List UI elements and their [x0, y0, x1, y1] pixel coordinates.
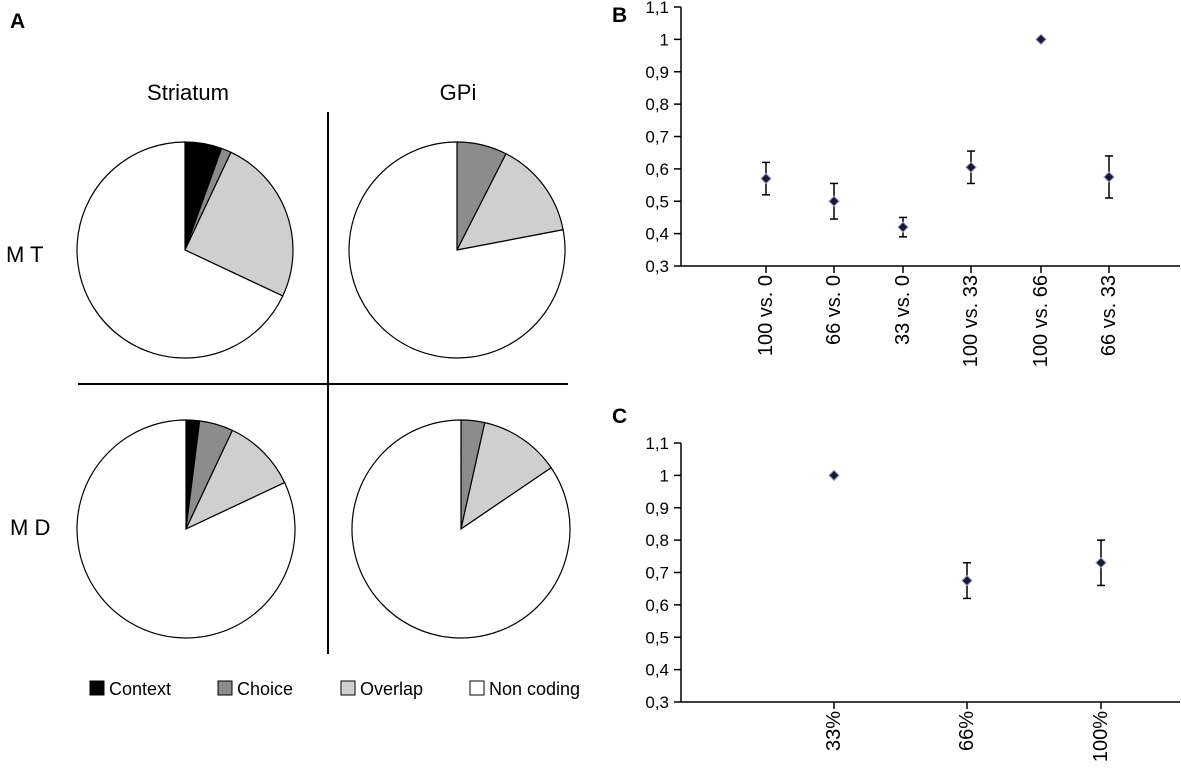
chart-b-category-label: 66 vs. 0 [823, 275, 845, 345]
pie-slice-overlap [460, 421, 552, 531]
chart-c-y-tick-label: 0,4 [645, 661, 669, 680]
chart-b-point [828, 195, 840, 207]
chart-b-category-label: 66 vs. 33 [1098, 275, 1120, 356]
pie-chart-striatum-mt [76, 141, 294, 359]
pie-chart-striatum-md [76, 419, 296, 639]
chart-c-y-tick-label: 0,8 [645, 531, 669, 550]
panel-letter-c: C [612, 405, 627, 428]
chart-c-point [961, 574, 973, 587]
pie-chart-gpi-mt [348, 141, 566, 359]
legend-swatch-choice [217, 680, 233, 696]
chart-c-category-label: 33% [823, 711, 845, 751]
pie-row-label-mt: M T [6, 242, 43, 267]
chart-c-y-tick-label: 0,6 [645, 596, 669, 615]
pie-column-title-gpi: GPi [440, 80, 477, 105]
chart-c-y-tick-label: 1,1 [645, 434, 669, 453]
pie-slice-non-coding [351, 419, 571, 639]
chart-b-y-tick-label: 0,5 [645, 192, 669, 211]
chart-c-y-tick-label: 0,5 [645, 628, 669, 647]
legend-label-choice: Choice [237, 679, 293, 699]
chart-c-point [1095, 557, 1107, 569]
chart-b-y-tick-label: 1 [660, 30, 669, 49]
pie-chart-gpi-md [351, 419, 571, 639]
chart-c-y-tick-label: 0,9 [645, 499, 669, 518]
pie-slice-non-coding [76, 419, 296, 639]
panel-letter-b: B [612, 4, 627, 27]
chart-b-y-tick-label: 0,7 [645, 128, 669, 147]
chart-c-category-label: 66% [956, 711, 978, 751]
pie-slice-overlap [184, 429, 286, 531]
chart-b-y-tick-label: 0,8 [645, 95, 669, 114]
chart-b-y-tick-label: 0,6 [645, 160, 669, 179]
chart-b-point [1103, 171, 1115, 183]
chart-b-point [760, 172, 772, 185]
legend-label-overlap: Overlap [360, 679, 423, 699]
legend-label-context: Context [109, 679, 171, 699]
pie-row-label-md: M D [10, 515, 50, 540]
chart-b-point [965, 161, 977, 173]
chart-b-point [897, 221, 909, 233]
legend: Context Choice Overlap Non coding [89, 679, 580, 699]
pie-slice-overlap [184, 151, 294, 297]
chart-b-point [1035, 33, 1047, 46]
chart-c-y-tick-label: 1 [660, 466, 669, 485]
legend-swatch-non-coding [469, 680, 485, 696]
chart-b-category-label: 100 vs. 0 [755, 275, 777, 356]
pie-column-title-striatum: Striatum [147, 80, 229, 105]
chart-b-y-tick-label: 0,4 [645, 225, 669, 244]
chart-c-category-label: 100% [1090, 711, 1112, 762]
panel-letter-a: A [10, 10, 25, 33]
legend-swatch-overlap [340, 680, 356, 696]
chart-b-y-tick-label: 0,9 [645, 63, 669, 82]
chart-b-category-label: 100 vs. 66 [1030, 275, 1052, 367]
chart-c-point [828, 469, 840, 482]
chart-b-category-label: 33 vs. 0 [892, 275, 914, 345]
scatter-chart-b: 0,3 0,4 0,5 0,6 0,7 0,8 0,9 1 1,1 100 vs. 0 66 vs.… [645, 0, 1180, 367]
pie-slice-non-coding [76, 141, 284, 359]
chart-b-y-tick-label: 1,1 [645, 0, 669, 17]
chart-b-category-label: 100 vs. 33 [960, 275, 982, 367]
chart-c-y-tick-label: 0,3 [645, 693, 669, 712]
chart-c-y-tick-label: 0,7 [645, 564, 669, 583]
pie-slice-non-coding [348, 141, 566, 359]
pie-slice-overlap [455, 152, 564, 251]
scatter-chart-c: 0,3 0,4 0,5 0,6 0,7 0,8 0,9 1 1,1 33% 66% 100% [645, 434, 1180, 762]
legend-label-non-coding: Non coding [489, 679, 580, 699]
legend-swatch-context [89, 680, 105, 696]
chart-b-y-tick-label: 0,3 [645, 257, 669, 276]
